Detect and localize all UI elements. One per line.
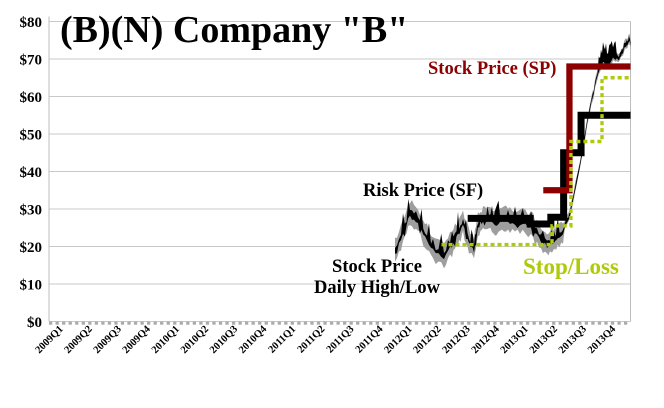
- svg-text:$20: $20: [20, 240, 43, 256]
- svg-text:$10: $10: [20, 278, 43, 294]
- svg-text:$40: $40: [20, 165, 43, 181]
- svg-text:$50: $50: [20, 128, 43, 144]
- svg-text:$70: $70: [20, 53, 43, 69]
- svg-text:$0: $0: [27, 315, 42, 331]
- svg-text:$30: $30: [20, 203, 43, 219]
- svg-text:$80: $80: [20, 15, 43, 31]
- svg-text:$60: $60: [20, 90, 43, 106]
